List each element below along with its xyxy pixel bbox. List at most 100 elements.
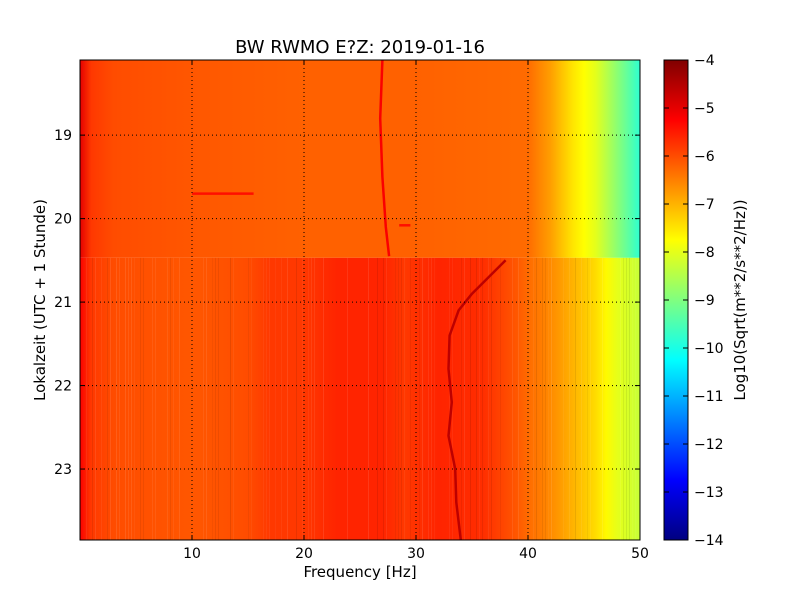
spectrogram-texture — [368, 257, 369, 540]
spectrogram-texture — [119, 257, 120, 540]
colorbar-tick-label: −10 — [694, 341, 724, 357]
spectrogram-texture — [629, 257, 630, 540]
spectrogram-texture — [206, 257, 207, 540]
y-tick-label: 23 — [54, 462, 72, 478]
spectrogram-texture — [548, 257, 549, 540]
x-tick-label: 30 — [407, 546, 425, 562]
spectrogram-texture — [86, 257, 87, 540]
spectrogram-texture — [410, 257, 411, 540]
colorbar-tick-label: −11 — [694, 389, 724, 405]
spectrogram-texture — [461, 257, 462, 540]
colorbar: −4 −5 −6 −7 −8 −9 −10 −11 −12 −13 −14 — [663, 53, 724, 549]
spectrogram-band-after — [80, 257, 640, 540]
spectrogram-texture — [542, 257, 543, 540]
spectrogram-texture — [620, 257, 621, 540]
colorbar-tick-label: −8 — [694, 245, 715, 261]
spectrogram-texture — [167, 257, 168, 540]
spectrogram-texture — [623, 257, 624, 540]
spectrogram-texture — [101, 257, 102, 540]
spectrogram-texture — [626, 257, 627, 540]
spectrogram-texture — [635, 257, 636, 540]
spectrogram-texture — [401, 257, 402, 540]
spectrogram-texture — [434, 257, 435, 540]
spectrogram-texture — [347, 257, 348, 540]
spectrogram-texture — [233, 257, 234, 540]
y-axis-label: Lokalzeit (UTC + 1 Stunde) — [31, 199, 49, 401]
spectrogram-texture — [518, 257, 519, 540]
spectrogram-texture — [581, 257, 582, 540]
spectrogram-texture — [428, 257, 429, 540]
spectrogram-texture — [248, 257, 249, 540]
spectrogram-texture — [218, 257, 219, 540]
spectrogram-texture — [590, 257, 591, 540]
spectrogram-texture — [500, 257, 501, 540]
spectrogram-texture — [107, 257, 108, 540]
spectrogram-texture — [173, 257, 174, 540]
plot-frame — [79, 59, 641, 541]
spectrogram-texture — [431, 257, 432, 540]
colorbar-tick-label: −4 — [694, 53, 715, 69]
colorbar-tick-label: −9 — [694, 293, 715, 309]
spectrogram-texture — [398, 257, 399, 540]
spectrogram-texture — [116, 257, 117, 540]
spectrogram-texture — [203, 257, 204, 540]
spectrogram-texture — [386, 257, 387, 540]
spectrogram-texture — [419, 257, 420, 540]
spectrogram-texture — [602, 257, 603, 540]
spectrogram-texture — [251, 257, 252, 540]
spectrogram-texture — [404, 257, 405, 540]
spectrogram-texture — [464, 257, 465, 540]
colorbar-tick-label: −5 — [694, 101, 715, 117]
colorbar-tick-label: −6 — [694, 149, 715, 165]
spectrogram-texture — [470, 257, 471, 540]
x-tick-label: 20 — [295, 546, 313, 562]
spectrogram-texture — [575, 257, 576, 540]
spectrogram-texture — [311, 257, 312, 540]
colorbar-tick-label: −12 — [694, 437, 724, 453]
chart-title: BW RWMO E?Z: 2019-01-16 — [235, 37, 485, 58]
colorbar-tick-label: −14 — [694, 533, 724, 549]
spectrogram-texture — [281, 257, 282, 540]
spectrogram-texture — [143, 257, 144, 540]
spectrogram-texture — [128, 257, 129, 540]
spectrogram-texture — [134, 257, 135, 540]
spectrogram-texture — [482, 257, 483, 540]
spectrogram-texture — [551, 257, 552, 540]
spectrogram-texture — [479, 257, 480, 540]
colorbar-label: Log10(Sqrt(m**2/s**2/Hz)) — [731, 199, 749, 400]
y-tick-label: 21 — [54, 295, 72, 311]
x-axis-label: Frequency [Hz] — [303, 563, 416, 581]
spectrogram-texture — [632, 257, 633, 540]
spectrogram-texture — [263, 257, 264, 540]
spectrogram-texture — [587, 257, 588, 540]
spectrogram-texture — [533, 257, 534, 540]
spectrogram-texture — [269, 257, 270, 540]
spectral-trace — [378, 59, 391, 257]
spectrogram-texture — [215, 257, 216, 540]
spectrogram-texture — [491, 257, 492, 540]
spectrogram-texture — [95, 257, 96, 540]
spectrogram-texture — [152, 257, 153, 540]
spectrogram-texture — [125, 257, 126, 540]
spectrogram-texture — [383, 257, 384, 540]
colorbar-tick-label: −7 — [694, 197, 715, 213]
spectrogram-texture — [476, 257, 477, 540]
x-tick-label: 50 — [631, 546, 649, 562]
spectrogram-texture — [275, 257, 276, 540]
spectrogram-texture — [545, 257, 546, 540]
spectrogram-texture — [179, 257, 180, 540]
spectrogram-texture — [110, 257, 111, 540]
x-tick-label: 10 — [183, 546, 201, 562]
y-tick-label: 22 — [54, 379, 72, 395]
spectrogram-texture — [512, 257, 513, 540]
colorbar-tick-label: −13 — [694, 485, 724, 501]
spectrogram-texture — [308, 257, 309, 540]
spectrogram-texture — [296, 257, 297, 540]
spectrogram-texture — [488, 257, 489, 540]
spectrogram-texture — [395, 257, 396, 540]
plot-area — [80, 59, 640, 541]
spectrogram-texture — [563, 257, 564, 540]
spectrogram-texture — [314, 257, 315, 540]
spectrogram-texture — [536, 257, 537, 540]
